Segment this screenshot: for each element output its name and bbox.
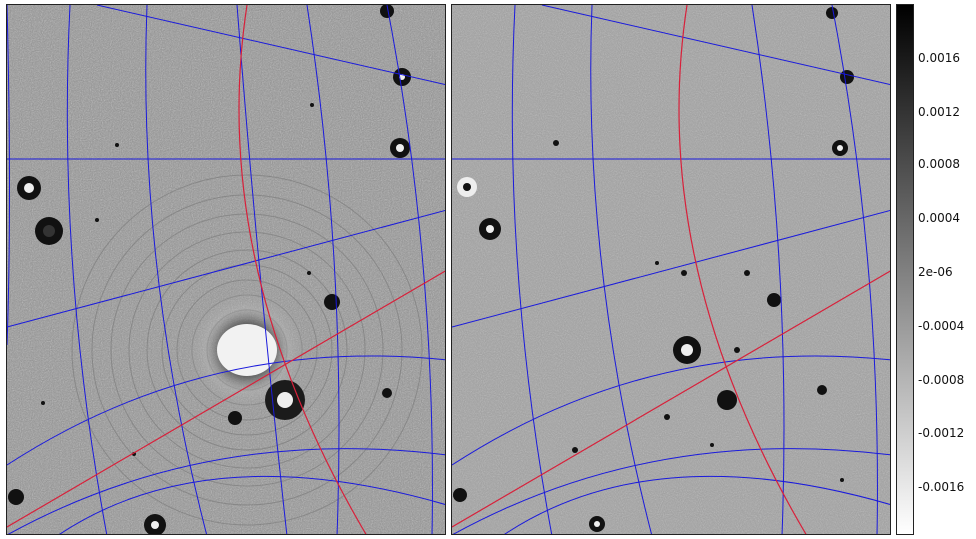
colorbar-tick-label: 2e-06	[918, 265, 953, 279]
coordinate-grid	[452, 5, 890, 534]
right-image-panel	[451, 4, 891, 535]
colorbar-tick-label: -0.0004	[918, 319, 965, 333]
colorbar-tick-label: 0.0004	[918, 211, 960, 225]
left-image-panel	[6, 4, 446, 535]
source-secondary-core	[277, 392, 293, 408]
point-sources	[453, 7, 854, 532]
image-noise	[452, 5, 890, 534]
right-image-svg	[452, 5, 890, 534]
image-noise	[7, 5, 445, 534]
meridian-lines	[7, 5, 445, 534]
colorbar-tick-label: 0.0012	[918, 105, 960, 119]
left-image-svg	[7, 5, 445, 534]
colorbar-tick-label: -0.0012	[918, 426, 965, 440]
coordinate-grid	[7, 5, 445, 534]
colorbar-tick-label: 0.0008	[918, 157, 960, 171]
point-sources	[8, 5, 411, 534]
meridian-lines	[452, 5, 890, 534]
colorbar-tick-label: 0.0016	[918, 51, 960, 65]
colorbar-tick-label: -0.0008	[918, 373, 965, 387]
colorbar-tick-label: -0.0016	[918, 480, 965, 494]
colorbar	[896, 4, 914, 535]
bright-source-core	[217, 324, 277, 376]
